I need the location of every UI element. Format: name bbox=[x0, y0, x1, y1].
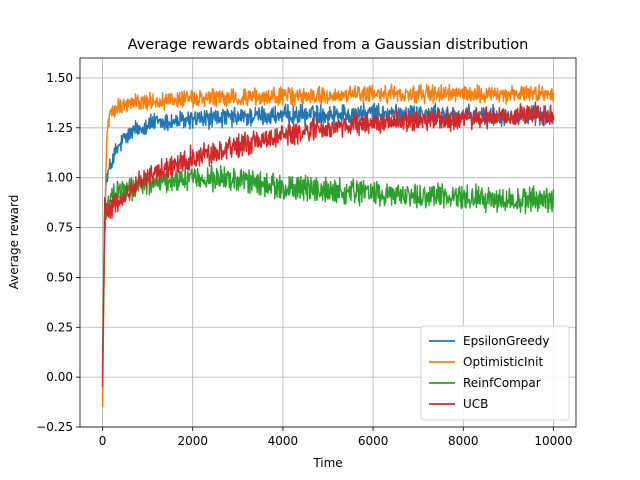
plot-frame bbox=[79, 57, 577, 428]
series-lines bbox=[101, 83, 555, 408]
y-tick-label: 1.00 bbox=[46, 171, 73, 185]
x-axis-ticks: 0 2000 4000 6000 8000 10000 bbox=[99, 427, 573, 448]
y-tick-label: −0.25 bbox=[36, 420, 73, 434]
series-line-reinfcompar bbox=[101, 164, 555, 368]
y-tick-label: 0.00 bbox=[46, 370, 73, 384]
x-tick-label: 2000 bbox=[177, 434, 208, 448]
x-axis-label: Time bbox=[312, 456, 342, 470]
y-tick-label: 0.50 bbox=[46, 270, 73, 284]
grid bbox=[80, 58, 576, 428]
x-tick-label: 0 bbox=[99, 434, 107, 448]
legend: EpsilonGreedy OptimisticInit ReinfCompar UC… bbox=[420, 325, 570, 421]
y-axis-label: Average reward bbox=[7, 195, 21, 290]
series-line-optimisticinit bbox=[101, 83, 555, 408]
series-line-ucb bbox=[101, 101, 555, 388]
legend-label: UCB bbox=[463, 397, 488, 411]
y-tick-label: 1.50 bbox=[46, 71, 73, 85]
y-tick-label: 1.25 bbox=[46, 121, 73, 135]
legend-label: ReinfCompar bbox=[463, 376, 541, 390]
legend-label: EpsilonGreedy bbox=[463, 334, 550, 348]
x-tick-label: 6000 bbox=[358, 434, 389, 448]
x-tick-label: 4000 bbox=[268, 434, 299, 448]
legend-box bbox=[420, 325, 570, 421]
x-tick-label: 8000 bbox=[448, 434, 479, 448]
legend-label: OptimisticInit bbox=[463, 355, 543, 369]
y-tick-label: 0.25 bbox=[46, 320, 73, 334]
x-tick-label: 10000 bbox=[534, 434, 572, 448]
y-axis-ticks: −0.25 0.00 0.25 0.50 0.75 1.00 1.25 1.50 bbox=[36, 71, 80, 434]
chart-title: Average rewards obtained from a Gaussian… bbox=[128, 37, 529, 53]
y-tick-label: 0.75 bbox=[46, 221, 73, 235]
